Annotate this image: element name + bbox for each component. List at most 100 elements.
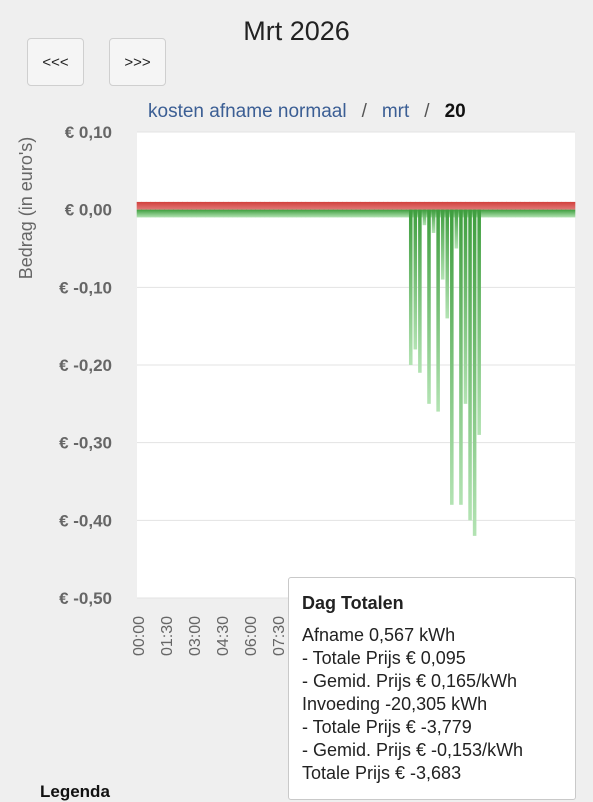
bar-invoeding[interactable] <box>415 209 421 218</box>
bar-invoeding[interactable] <box>296 209 302 218</box>
bar-invoeding[interactable] <box>547 209 553 218</box>
bar-afname[interactable] <box>191 201 197 210</box>
bar-invoeding[interactable] <box>154 209 161 218</box>
bar-invoeding[interactable] <box>413 209 418 350</box>
bar-afname[interactable] <box>342 201 348 210</box>
bar-afname[interactable] <box>538 201 544 210</box>
bar-afname[interactable] <box>223 201 229 210</box>
bar-invoeding[interactable] <box>191 209 197 218</box>
bar-invoeding[interactable] <box>424 209 430 218</box>
bar-invoeding[interactable] <box>524 209 530 218</box>
bar-invoeding[interactable] <box>419 209 425 218</box>
bar-invoeding[interactable] <box>433 209 439 218</box>
bar-invoeding[interactable] <box>360 209 366 218</box>
bar-afname[interactable] <box>501 201 507 210</box>
bar-invoeding[interactable] <box>278 209 284 218</box>
bar-afname[interactable] <box>469 201 475 210</box>
bar-invoeding[interactable] <box>454 209 459 249</box>
bar-invoeding[interactable] <box>472 209 477 536</box>
bar-afname[interactable] <box>351 201 357 210</box>
bar-afname[interactable] <box>337 201 343 210</box>
bar-invoeding[interactable] <box>186 209 193 218</box>
bar-afname[interactable] <box>570 201 576 210</box>
bar-afname[interactable] <box>205 201 211 210</box>
bar-afname[interactable] <box>332 201 339 210</box>
bar-afname[interactable] <box>551 201 558 210</box>
bar-invoeding[interactable] <box>282 209 288 218</box>
bar-afname[interactable] <box>255 201 261 210</box>
bar-afname[interactable] <box>474 201 480 210</box>
bar-invoeding[interactable] <box>478 209 485 218</box>
bar-invoeding[interactable] <box>469 209 475 218</box>
bar-invoeding[interactable] <box>196 209 202 218</box>
bar-afname[interactable] <box>278 201 284 210</box>
bar-afname[interactable] <box>269 201 275 210</box>
bar-afname[interactable] <box>405 201 412 210</box>
bar-invoeding[interactable] <box>223 209 229 218</box>
bar-afname[interactable] <box>323 201 329 210</box>
bar-afname[interactable] <box>419 201 425 210</box>
bar-afname[interactable] <box>168 201 174 210</box>
bar-afname[interactable] <box>145 201 151 210</box>
bar-invoeding[interactable] <box>182 209 188 218</box>
bar-afname[interactable] <box>209 201 215 210</box>
bar-invoeding[interactable] <box>150 209 156 218</box>
bar-invoeding[interactable] <box>460 209 466 218</box>
bar-afname[interactable] <box>227 201 234 210</box>
bar-afname[interactable] <box>200 201 206 210</box>
bar-invoeding[interactable] <box>446 209 453 218</box>
bar-afname[interactable] <box>529 201 535 210</box>
bar-invoeding[interactable] <box>209 209 215 218</box>
bar-invoeding[interactable] <box>542 209 548 218</box>
bar-invoeding[interactable] <box>364 209 370 218</box>
bar-invoeding[interactable] <box>369 209 375 218</box>
bar-invoeding[interactable] <box>451 209 457 218</box>
bar-invoeding[interactable] <box>392 209 398 218</box>
bar-invoeding[interactable] <box>418 209 422 373</box>
bar-invoeding[interactable] <box>387 209 393 218</box>
bar-invoeding[interactable] <box>408 209 413 365</box>
bar-afname[interactable] <box>246 201 252 210</box>
bar-invoeding[interactable] <box>269 209 275 218</box>
bar-afname[interactable] <box>232 201 238 210</box>
bar-invoeding[interactable] <box>450 209 454 505</box>
prev-month-button[interactable]: <<< <box>27 38 84 86</box>
bar-afname[interactable] <box>465 201 471 210</box>
bar-invoeding[interactable] <box>287 209 293 218</box>
bar-afname[interactable] <box>360 201 366 210</box>
bar-invoeding[interactable] <box>561 209 567 218</box>
bar-invoeding[interactable] <box>159 209 165 218</box>
bar-invoeding[interactable] <box>436 209 440 412</box>
bar-invoeding[interactable] <box>264 209 270 218</box>
bar-invoeding[interactable] <box>373 209 380 218</box>
bar-invoeding[interactable] <box>218 209 224 218</box>
bar-afname[interactable] <box>392 201 398 210</box>
bar-invoeding[interactable] <box>291 209 297 218</box>
bar-invoeding[interactable] <box>310 209 316 218</box>
bar-invoeding[interactable] <box>168 209 174 218</box>
bar-afname[interactable] <box>328 201 334 210</box>
bar-afname[interactable] <box>177 201 183 210</box>
bar-afname[interactable] <box>401 201 407 210</box>
bar-invoeding[interactable] <box>529 209 535 218</box>
bar-afname[interactable] <box>287 201 293 210</box>
bar-afname[interactable] <box>437 201 443 210</box>
bar-afname[interactable] <box>533 201 539 210</box>
bar-invoeding[interactable] <box>346 209 352 218</box>
bar-afname[interactable] <box>282 201 288 210</box>
bar-afname[interactable] <box>296 201 302 210</box>
bar-afname[interactable] <box>373 201 380 210</box>
bar-invoeding[interactable] <box>227 209 234 218</box>
bar-invoeding[interactable] <box>565 209 571 218</box>
bar-invoeding[interactable] <box>337 209 343 218</box>
bar-afname[interactable] <box>182 201 188 210</box>
bar-invoeding[interactable] <box>410 209 416 218</box>
bar-invoeding[interactable] <box>551 209 558 218</box>
bar-afname[interactable] <box>515 201 521 210</box>
bar-invoeding[interactable] <box>463 209 468 404</box>
bar-invoeding[interactable] <box>232 209 238 218</box>
bar-invoeding[interactable] <box>200 209 206 218</box>
bar-afname[interactable] <box>186 201 193 210</box>
bar-invoeding[interactable] <box>323 209 329 218</box>
bar-invoeding[interactable] <box>501 209 507 218</box>
